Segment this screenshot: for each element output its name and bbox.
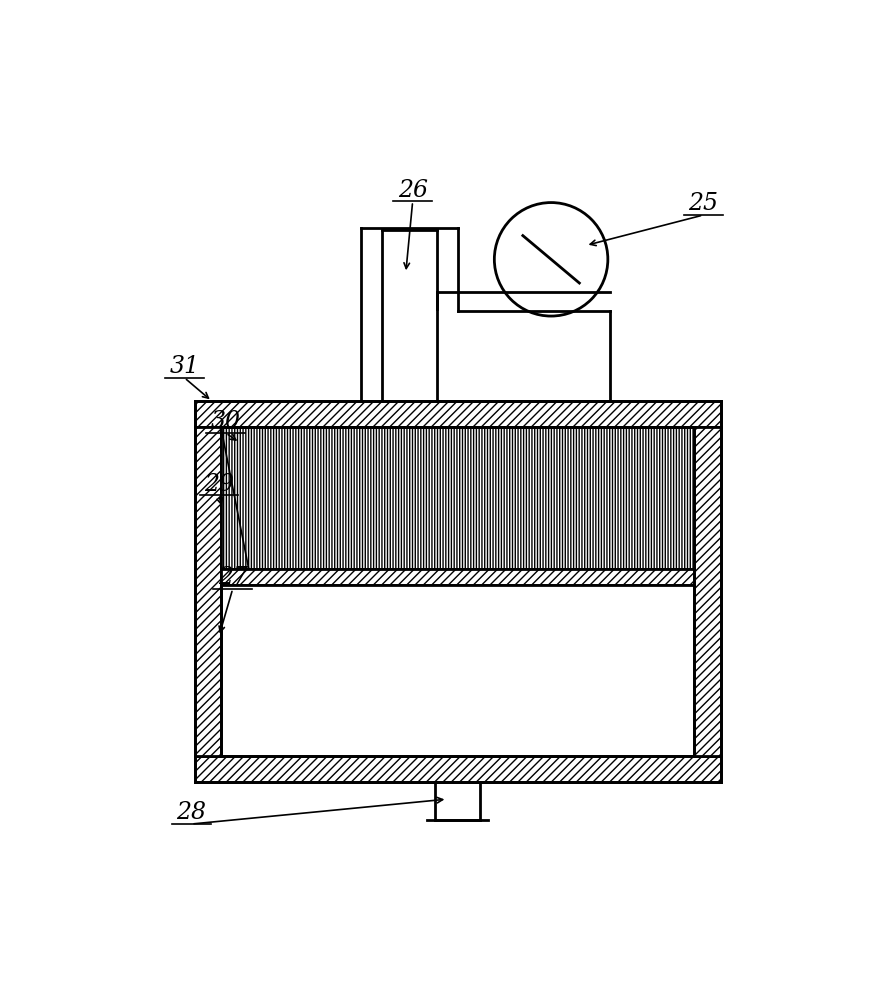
Polygon shape	[195, 427, 221, 756]
Text: 31: 31	[170, 355, 199, 378]
Text: 27: 27	[218, 566, 247, 589]
Polygon shape	[695, 427, 721, 756]
Circle shape	[495, 203, 608, 316]
Text: 30: 30	[211, 410, 241, 433]
Text: 29: 29	[204, 473, 234, 496]
Polygon shape	[195, 401, 721, 427]
Polygon shape	[195, 756, 721, 782]
Text: 25: 25	[689, 192, 718, 215]
Polygon shape	[221, 427, 695, 569]
Polygon shape	[221, 569, 695, 585]
Text: 26: 26	[397, 179, 428, 202]
Text: 28: 28	[176, 801, 206, 824]
